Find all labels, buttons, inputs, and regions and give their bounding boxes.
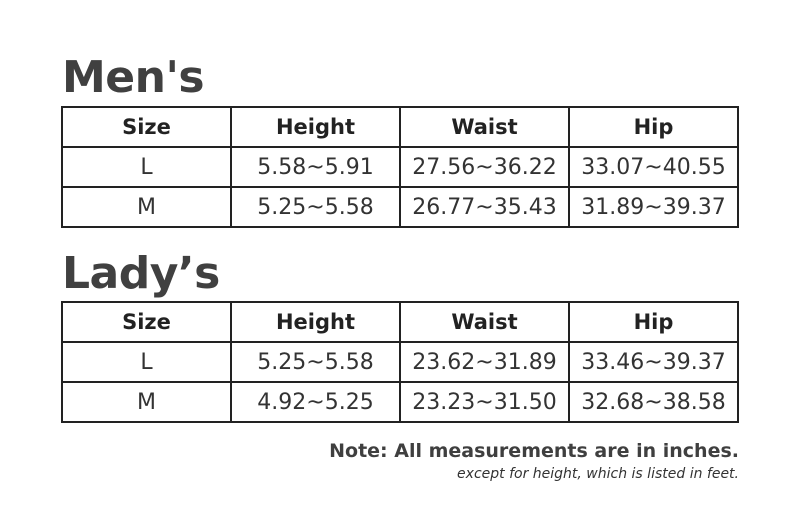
mens-heading: Men's [62,52,205,103]
header-hip: Hip [568,106,739,148]
table-row: M 4.92~5.25 23.23~31.50 32.68~38.58 [61,381,739,423]
header-height: Height [230,106,401,148]
table-row: M 5.25~5.58 26.77~35.43 31.89~39.37 [61,186,739,228]
mens-size-table: Size Height Waist Hip L 5.58~5.91 27.56~… [61,106,739,228]
cell-hip: 33.07~40.55 [568,146,739,188]
cell-size: M [61,186,232,228]
header-size: Size [61,106,232,148]
cell-size: L [61,341,232,383]
header-size: Size [61,301,232,343]
cell-height: 5.58~5.91 [230,146,401,188]
table-header-row: Size Height Waist Hip [61,301,739,343]
cell-height: 5.25~5.58 [230,341,401,383]
header-hip: Hip [568,301,739,343]
cell-height: 4.92~5.25 [230,381,401,423]
cell-size: L [61,146,232,188]
cell-waist: 27.56~36.22 [399,146,570,188]
table-row: L 5.58~5.91 27.56~36.22 33.07~40.55 [61,146,739,188]
note-sub: except for height, which is listed in fe… [457,466,739,482]
cell-hip: 33.46~39.37 [568,341,739,383]
table-row: L 5.25~5.58 23.62~31.89 33.46~39.37 [61,341,739,383]
cell-hip: 32.68~38.58 [568,381,739,423]
cell-waist: 23.62~31.89 [399,341,570,383]
table-header-row: Size Height Waist Hip [61,106,739,148]
header-waist: Waist [399,301,570,343]
ladys-heading: Lady’s [62,248,220,299]
header-waist: Waist [399,106,570,148]
cell-waist: 23.23~31.50 [399,381,570,423]
ladys-size-table: Size Height Waist Hip L 5.25~5.58 23.62~… [61,301,739,423]
header-height: Height [230,301,401,343]
cell-size: M [61,381,232,423]
note-main: Note: All measurements are in inches. [329,440,739,462]
cell-waist: 26.77~35.43 [399,186,570,228]
cell-height: 5.25~5.58 [230,186,401,228]
cell-hip: 31.89~39.37 [568,186,739,228]
